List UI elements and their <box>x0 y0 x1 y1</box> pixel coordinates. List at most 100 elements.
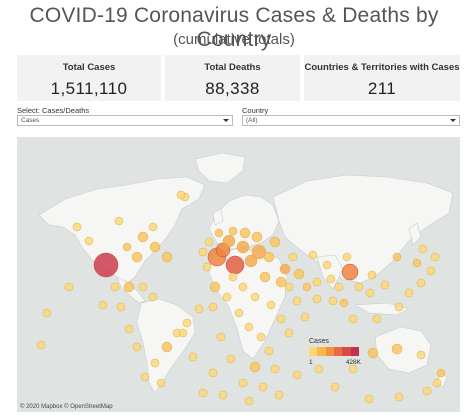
country-case-bubble[interactable] <box>292 370 302 380</box>
country-case-bubble[interactable] <box>412 258 422 268</box>
country-case-bubble[interactable] <box>236 240 250 254</box>
country-case-bubble[interactable] <box>266 300 276 310</box>
country-case-bubble[interactable] <box>394 302 404 312</box>
country-case-bubble[interactable] <box>367 347 379 359</box>
country-case-bubble[interactable] <box>322 260 332 270</box>
country-case-bubble[interactable] <box>202 262 212 272</box>
country-case-bubble[interactable] <box>234 308 244 318</box>
country-case-bubble[interactable] <box>188 352 198 362</box>
country-case-bubble[interactable] <box>148 292 158 302</box>
country-case-bubble[interactable] <box>314 364 324 374</box>
country-case-bubble[interactable] <box>64 282 74 292</box>
country-case-bubble[interactable] <box>116 302 126 312</box>
country-case-bubble[interactable] <box>216 332 226 342</box>
country-case-bubble[interactable] <box>161 341 173 353</box>
map-attribution[interactable]: © 2020 Mapbox © OpenStreetMap <box>20 404 113 410</box>
country-case-bubble[interactable] <box>422 386 432 396</box>
country-case-bubble[interactable] <box>208 302 218 312</box>
country-case-bubble[interactable] <box>36 340 46 350</box>
country-case-bubble[interactable] <box>416 350 426 360</box>
country-select[interactable]: (All) <box>242 115 460 126</box>
country-case-bubble[interactable] <box>269 236 281 248</box>
country-case-bubble[interactable] <box>249 361 261 373</box>
country-case-bubble[interactable] <box>222 292 232 302</box>
country-case-bubble[interactable] <box>293 268 305 280</box>
country-case-bubble[interactable] <box>114 216 124 226</box>
country-case-bubble[interactable] <box>312 294 322 304</box>
country-case-bubble[interactable] <box>138 282 148 292</box>
country-case-bubble[interactable] <box>418 244 428 254</box>
country-case-bubble[interactable] <box>404 288 414 298</box>
country-case-bubble[interactable] <box>123 281 135 293</box>
country-case-bubble[interactable] <box>198 388 208 398</box>
country-case-bubble[interactable] <box>161 251 173 263</box>
country-case-bubble[interactable] <box>330 382 340 392</box>
country-case-bubble[interactable] <box>251 244 267 260</box>
country-case-bubble[interactable] <box>98 300 108 310</box>
country-case-bubble[interactable] <box>416 278 426 288</box>
country-case-bubble[interactable] <box>288 252 298 262</box>
country-case-bubble[interactable] <box>208 368 218 378</box>
country-case-bubble[interactable] <box>341 263 359 281</box>
country-case-bubble[interactable] <box>122 242 132 252</box>
country-case-bubble[interactable] <box>391 343 403 355</box>
country-case-bubble[interactable] <box>178 328 188 338</box>
country-case-bubble[interactable] <box>372 314 382 324</box>
country-case-bubble[interactable] <box>228 226 238 236</box>
world-map[interactable]: © 2020 Mapbox © OpenStreetMap <box>17 137 460 412</box>
country-case-bubble[interactable] <box>270 364 280 374</box>
country-case-bubble[interactable] <box>264 346 274 356</box>
country-case-bubble[interactable] <box>214 228 224 238</box>
country-case-bubble[interactable] <box>326 274 336 284</box>
country-case-bubble[interactable] <box>137 231 149 243</box>
country-case-bubble[interactable] <box>256 332 266 342</box>
country-case-bubble[interactable] <box>42 308 52 318</box>
country-case-bubble[interactable] <box>225 255 245 275</box>
country-case-bubble[interactable] <box>276 314 286 324</box>
country-case-bubble[interactable] <box>182 318 192 328</box>
country-case-bubble[interactable] <box>209 281 221 293</box>
country-case-bubble[interactable] <box>312 277 322 287</box>
country-case-bubble[interactable] <box>132 342 142 352</box>
chevron-down-icon[interactable] <box>223 119 229 122</box>
case-bubbles[interactable] <box>36 190 446 406</box>
country-case-bubble[interactable] <box>124 324 134 334</box>
country-case-bubble[interactable] <box>348 314 358 324</box>
country-case-bubble[interactable] <box>348 364 358 374</box>
country-case-bubble[interactable] <box>204 237 214 247</box>
country-case-bubble[interactable] <box>275 276 287 288</box>
country-case-bubble[interactable] <box>239 227 251 239</box>
country-case-bubble[interactable] <box>302 282 312 292</box>
country-case-bubble[interactable] <box>148 222 158 232</box>
country-case-bubble[interactable] <box>380 280 390 290</box>
country-case-bubble[interactable] <box>131 251 143 263</box>
country-case-bubble[interactable] <box>84 236 94 246</box>
measure-select[interactable]: Cases <box>17 115 233 126</box>
country-case-bubble[interactable] <box>238 378 248 388</box>
country-case-bubble[interactable] <box>339 298 349 308</box>
map-svg[interactable] <box>17 137 460 412</box>
country-case-bubble[interactable] <box>93 252 119 278</box>
country-case-bubble[interactable] <box>328 296 338 306</box>
country-case-bubble[interactable] <box>436 368 446 378</box>
country-case-bubble[interactable] <box>244 396 254 406</box>
country-case-bubble[interactable] <box>149 241 161 253</box>
country-case-bubble[interactable] <box>140 372 150 382</box>
country-case-bubble[interactable] <box>156 378 166 388</box>
country-case-bubble[interactable] <box>432 378 442 388</box>
country-case-bubble[interactable] <box>364 394 374 404</box>
country-case-bubble[interactable] <box>194 304 204 314</box>
country-case-bubble[interactable] <box>279 263 291 275</box>
chevron-down-icon[interactable] <box>450 119 456 122</box>
country-case-bubble[interactable] <box>222 234 236 248</box>
country-case-bubble[interactable] <box>250 292 260 302</box>
country-case-bubble[interactable] <box>367 270 377 280</box>
country-case-bubble[interactable] <box>292 296 302 306</box>
country-case-bubble[interactable] <box>244 322 254 332</box>
country-case-bubble[interactable] <box>259 271 271 283</box>
country-case-bubble[interactable] <box>150 358 160 368</box>
country-case-bubble[interactable] <box>394 392 404 402</box>
country-case-bubble[interactable] <box>284 328 294 338</box>
country-case-bubble[interactable] <box>365 288 375 298</box>
country-case-bubble[interactable] <box>176 190 186 200</box>
